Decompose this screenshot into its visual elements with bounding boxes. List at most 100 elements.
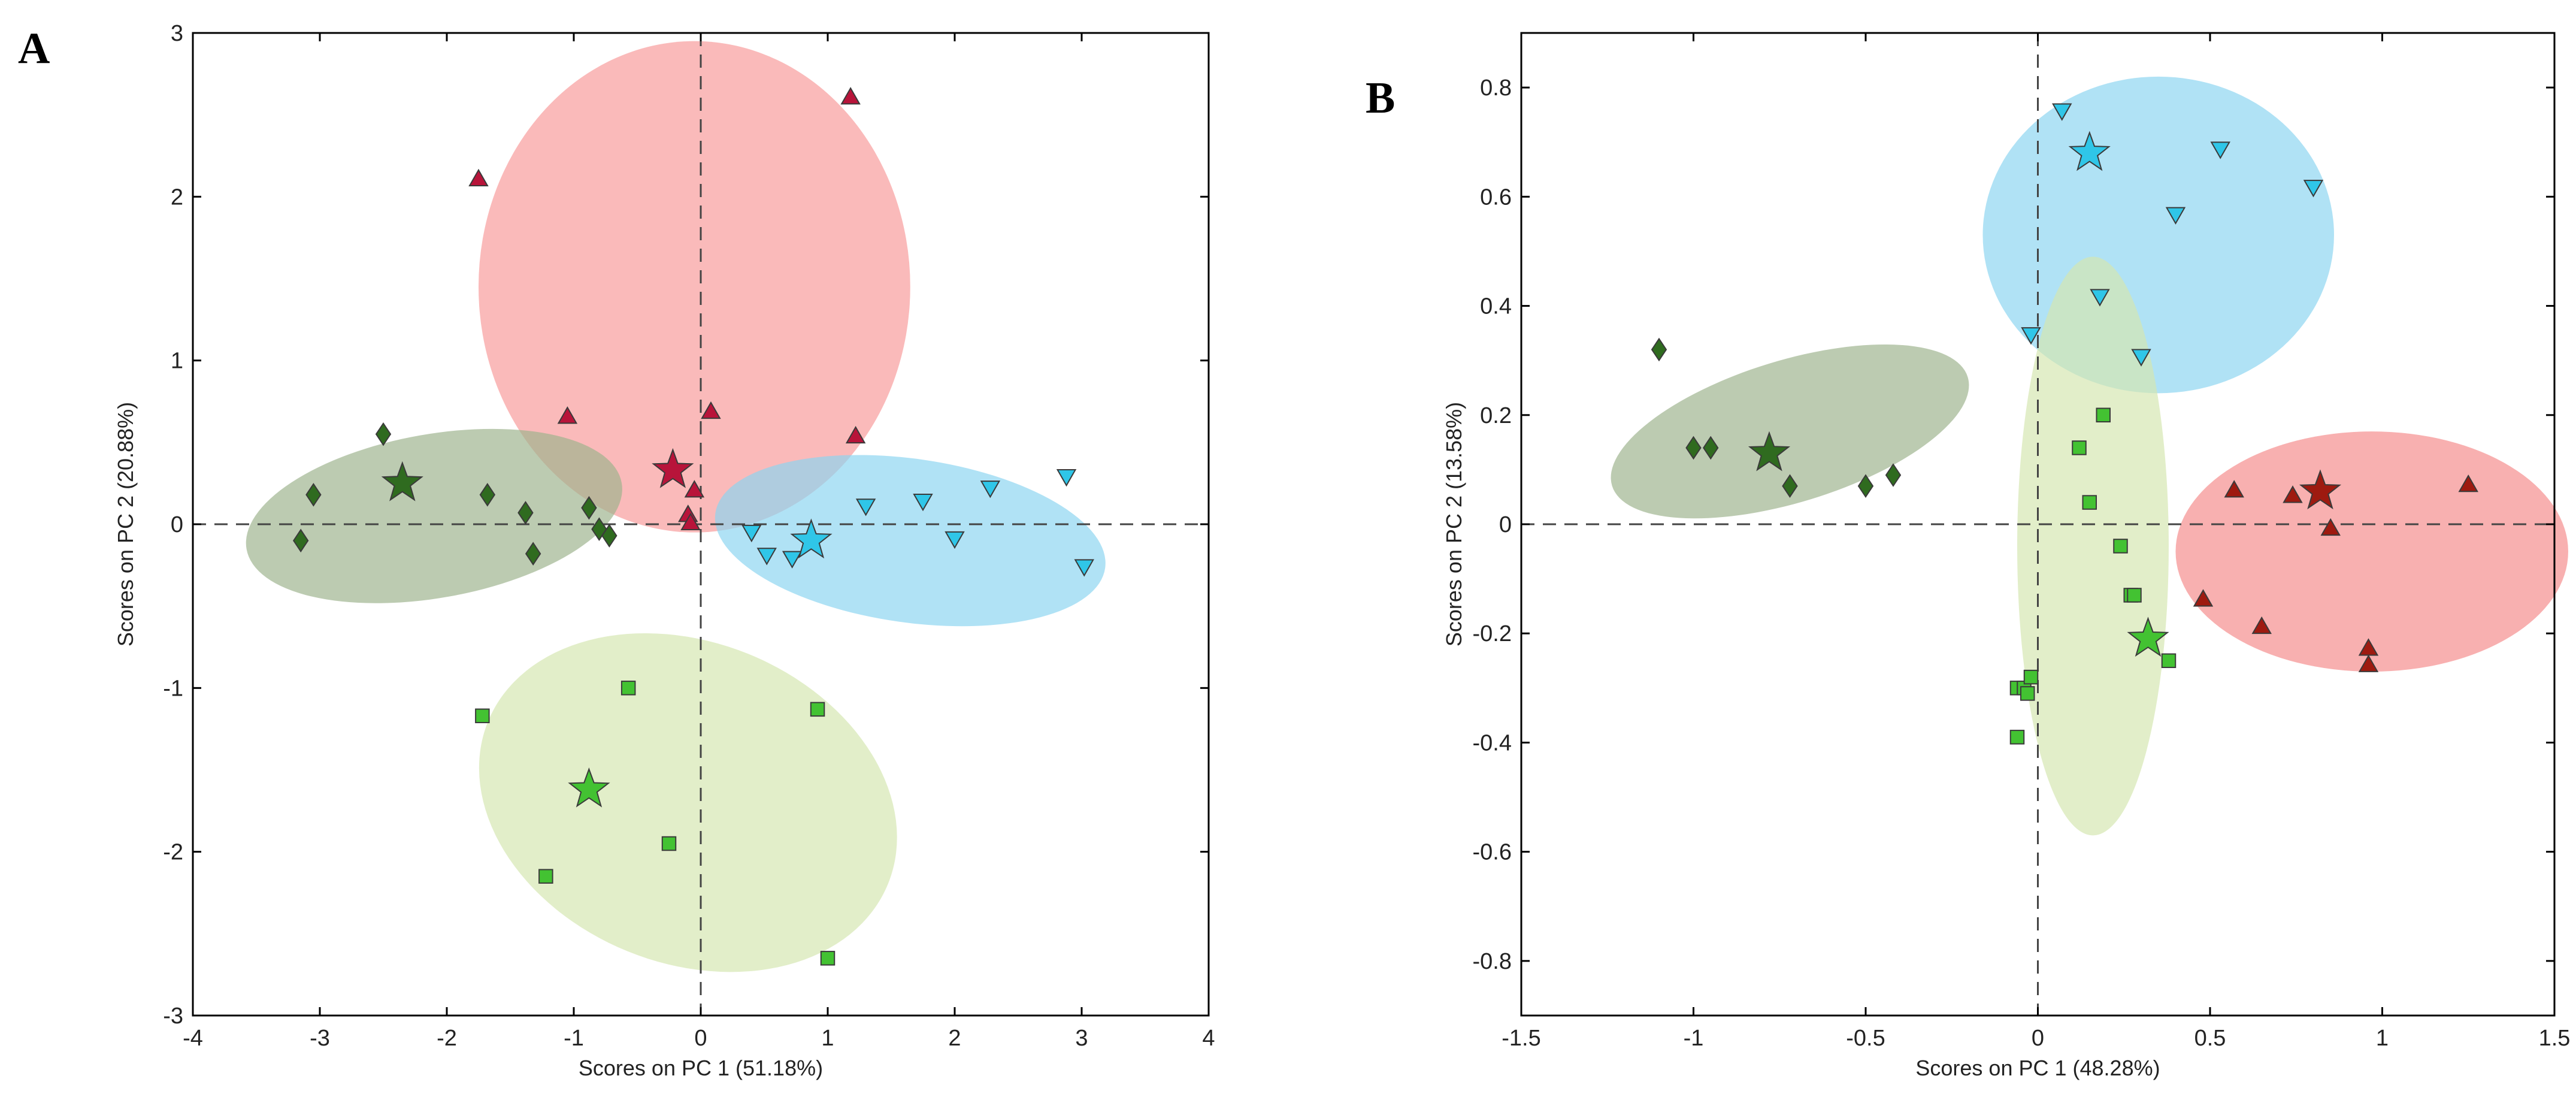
x-tick-label-5: 1 — [821, 1026, 834, 1051]
point-light-green-squares-9 — [2023, 669, 2039, 685]
point-red-triangles-0 — [468, 168, 489, 186]
centroid-star-red-triangles — [652, 448, 694, 488]
point-cyan-triangles-down-3 — [855, 498, 876, 516]
point-cyan-triangles-down-4 — [913, 494, 933, 512]
panel-b-label: B — [1366, 74, 1395, 123]
centroid-star-cyan-triangles-down — [790, 518, 833, 559]
panel-b: B -1.5 -1 -0.5 0 0.5 1 1.5 -0.8 -0.6 -0.4 -0.2 0 0.2… — [1366, 32, 2570, 1080]
panel-b-x-axis-title: Scores on PC 1 (48.28%) — [1915, 1056, 2160, 1080]
point-dark-green-diamonds-0 — [375, 422, 392, 446]
x-tick-label-3: 0 — [2032, 1026, 2044, 1051]
panel-b-points — [1651, 103, 2478, 745]
point-cyan-triangles-down-3 — [2165, 207, 2186, 225]
centroid-star-dark-green-diamonds — [1748, 431, 1791, 472]
point-dark-green-diamonds-8 — [601, 524, 617, 548]
point-cyan-triangles-down-7 — [945, 531, 965, 549]
point-dark-green-diamonds-4 — [517, 501, 534, 525]
point-dark-green-diamonds-1 — [1685, 436, 1702, 460]
point-light-green-squares-1 — [620, 681, 636, 696]
point-cyan-triangles-down-0 — [741, 524, 762, 543]
y-tick-label-4: 0 — [1499, 512, 1512, 537]
y-tick-label-3: 0 — [171, 512, 183, 537]
point-red-triangles-3 — [2320, 518, 2341, 536]
point-light-green-squares-1 — [2072, 440, 2087, 455]
y-tick-label-6: 3 — [171, 21, 183, 46]
point-red-triangles-1 — [840, 87, 861, 105]
ellipse-red-triangles — [2175, 431, 2568, 672]
point-light-green-squares-5 — [820, 951, 836, 966]
point-red-triangles-2 — [557, 406, 578, 424]
ellipse-red-triangles — [479, 41, 910, 533]
point-red-triangles-3 — [701, 401, 721, 419]
point-light-green-squares-4 — [661, 836, 677, 851]
centroid-star-light-green-squares — [568, 767, 610, 808]
point-cyan-triangles-down-5 — [2021, 327, 2041, 345]
point-red-triangles-4 — [2193, 589, 2214, 607]
point-cyan-triangles-down-1 — [756, 548, 777, 566]
x-tick-label-4: 0.5 — [2194, 1026, 2226, 1051]
ellipse-dark-green-diamonds — [246, 428, 622, 603]
point-dark-green-diamonds-4 — [1857, 474, 1874, 498]
x-tick-label-4: 0 — [694, 1026, 707, 1051]
point-red-triangles-7 — [2358, 654, 2379, 672]
y-tick-label-6: 0.4 — [1480, 294, 1512, 319]
point-dark-green-diamonds-5 — [1885, 463, 1902, 487]
point-light-green-squares-6 — [2161, 653, 2177, 669]
point-light-green-squares-3 — [2113, 539, 2128, 554]
point-light-green-squares-5 — [2127, 588, 2142, 603]
point-red-triangles-7 — [680, 512, 701, 530]
x-tick-label-3: -1 — [564, 1026, 584, 1051]
point-dark-green-diamonds-3 — [1782, 474, 1798, 498]
panel-a-reference-lines — [193, 33, 1209, 1016]
point-cyan-triangles-down-1 — [2210, 141, 2230, 159]
panel-a-points — [292, 87, 1094, 966]
panel-a-y-axis-title: Scores on PC 2 (20.88%) — [113, 402, 138, 646]
centroid-star-dark-green-diamonds — [381, 461, 423, 501]
x-tick-label-0: -1.5 — [1502, 1026, 1540, 1051]
point-cyan-triangles-down-5 — [980, 481, 1001, 498]
centroid-star-cyan-triangles-down — [2068, 131, 2111, 171]
x-tick-label-0: -4 — [183, 1026, 203, 1051]
y-tick-label-2: -0.4 — [1473, 730, 1512, 756]
x-tick-label-7: 3 — [1075, 1026, 1088, 1051]
y-tick-label-5: 2 — [171, 185, 183, 210]
panel-a-label: A — [18, 24, 50, 73]
point-light-green-squares-0 — [475, 708, 490, 724]
y-tick-label-3: -0.2 — [1473, 621, 1512, 646]
point-dark-green-diamonds-6 — [581, 495, 597, 520]
point-cyan-triangles-down-8 — [1074, 559, 1094, 577]
y-tick-label-5: 0.2 — [1480, 403, 1512, 428]
point-light-green-squares-2 — [2082, 495, 2097, 510]
y-tick-label-1: -0.6 — [1473, 840, 1512, 865]
y-tick-label-8: 0.8 — [1480, 75, 1512, 101]
point-light-green-squares-10 — [2020, 686, 2035, 701]
ellipse-light-green-squares — [479, 633, 897, 972]
point-red-triangles-4 — [845, 425, 866, 444]
panel-a-ellipses — [246, 41, 1106, 972]
ellipse-light-green-squares — [2017, 256, 2169, 836]
point-red-triangles-0 — [2224, 480, 2244, 498]
x-tick-label-8: 4 — [1202, 1026, 1215, 1051]
point-light-green-squares-0 — [2096, 407, 2111, 423]
ellipse-cyan-triangles-down — [1982, 76, 2334, 394]
point-dark-green-diamonds-5 — [525, 542, 541, 566]
point-red-triangles-1 — [2283, 485, 2303, 503]
point-red-triangles-2 — [2458, 474, 2478, 492]
point-cyan-triangles-down-2 — [782, 551, 803, 569]
centroid-star-light-green-squares — [2127, 617, 2169, 657]
ellipse-dark-green-diamonds — [1611, 344, 1969, 519]
x-tick-label-6: 2 — [948, 1026, 961, 1051]
panel-a-x-axis-title: Scores on PC 1 (51.18%) — [579, 1056, 823, 1080]
panel-b-ticks: -1.5 -1 -0.5 0 0.5 1 1.5 -0.8 -0.6 -0.4 -0.2 0 0.2 0.… — [1473, 33, 2570, 1051]
panel-b-ellipses — [1611, 76, 2568, 836]
y-tick-label-7: 0.6 — [1480, 185, 1512, 210]
point-dark-green-diamonds-3 — [479, 482, 496, 507]
x-tick-label-1: -1 — [1684, 1026, 1704, 1051]
panel-b-reference-lines — [1521, 33, 2554, 1016]
x-tick-label-5: 1 — [2376, 1026, 2389, 1051]
point-light-green-squares-2 — [810, 702, 825, 717]
panel-b-y-axis-title: Scores on PC 2 (13.58%) — [1442, 402, 1466, 646]
point-cyan-triangles-down-0 — [2052, 103, 2072, 121]
